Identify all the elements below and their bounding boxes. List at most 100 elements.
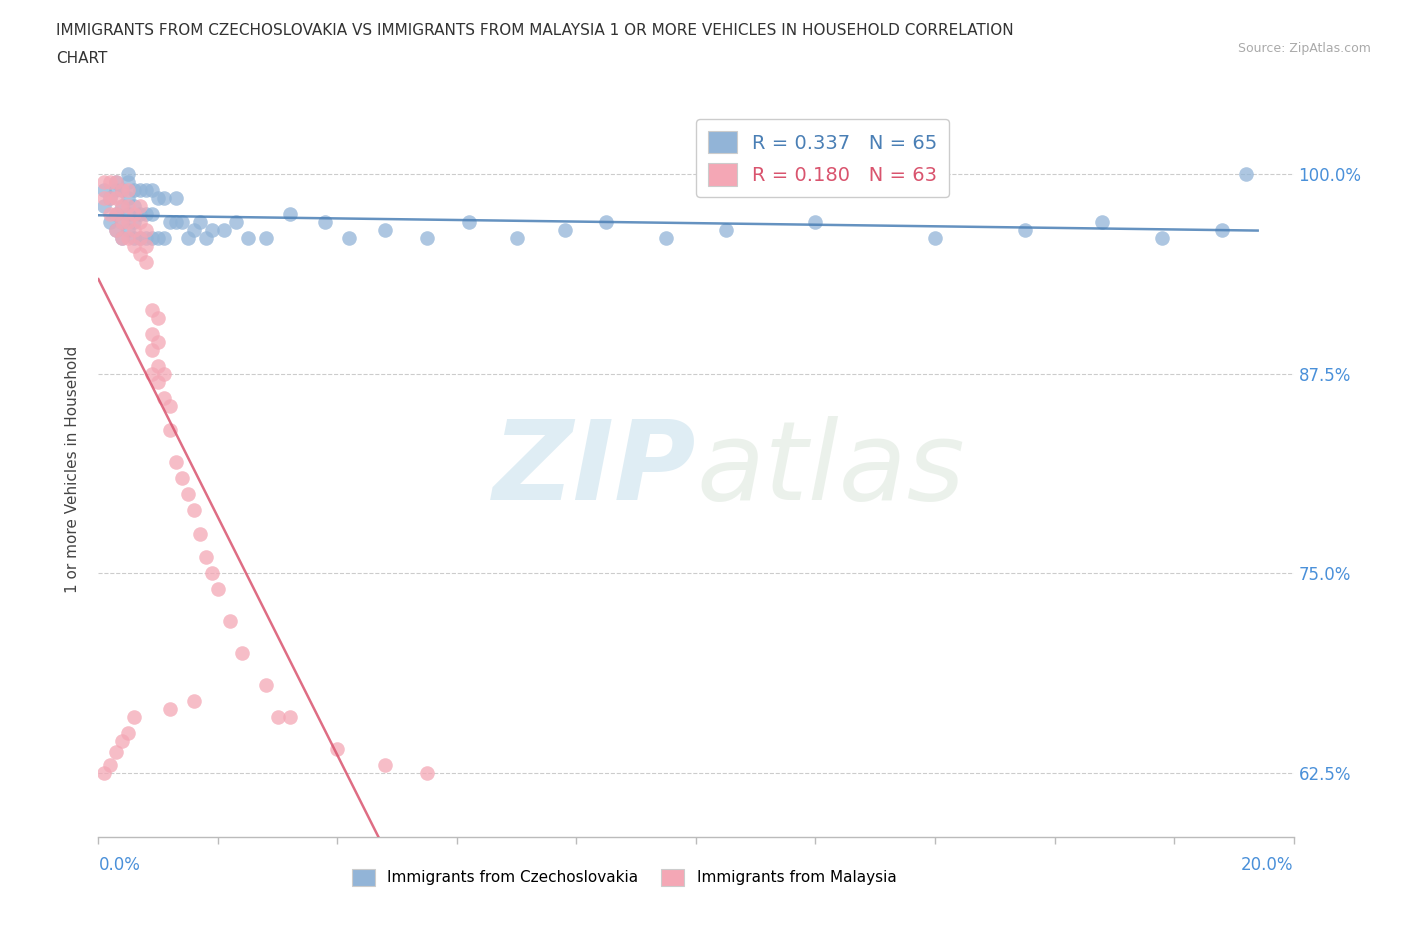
- Point: [159, 422, 181, 437]
- Point: [172, 471, 194, 485]
- Point: [105, 222, 128, 237]
- Text: ZIP: ZIP: [492, 416, 696, 524]
- Point: [201, 222, 224, 237]
- Point: [129, 206, 152, 221]
- Point: [212, 222, 235, 237]
- Point: [93, 199, 115, 214]
- Point: [207, 582, 229, 597]
- Point: [183, 502, 205, 517]
- Point: [339, 231, 361, 246]
- Point: [98, 175, 122, 190]
- Point: [374, 222, 396, 237]
- Point: [165, 215, 187, 230]
- Point: [141, 342, 163, 357]
- Point: [278, 710, 301, 724]
- Point: [172, 215, 194, 230]
- Point: [117, 725, 139, 740]
- Point: [111, 182, 134, 197]
- Point: [98, 191, 122, 206]
- Point: [141, 326, 163, 341]
- Point: [236, 231, 259, 246]
- Point: [141, 366, 163, 381]
- Point: [225, 215, 247, 230]
- Text: IMMIGRANTS FROM CZECHOSLOVAKIA VS IMMIGRANTS FROM MALAYSIA 1 OR MORE VEHICLES IN: IMMIGRANTS FROM CZECHOSLOVAKIA VS IMMIGR…: [56, 23, 1014, 38]
- Point: [148, 231, 170, 246]
- Point: [135, 239, 157, 254]
- Point: [117, 199, 139, 214]
- Point: [129, 246, 152, 261]
- Point: [105, 175, 128, 190]
- Point: [177, 486, 200, 501]
- Point: [458, 215, 481, 230]
- Point: [105, 191, 128, 206]
- Point: [124, 199, 146, 214]
- Point: [124, 182, 146, 197]
- Point: [129, 182, 152, 197]
- Point: [924, 231, 946, 246]
- Point: [135, 222, 157, 237]
- Text: atlas: atlas: [696, 416, 965, 524]
- Point: [129, 231, 152, 246]
- Point: [124, 206, 146, 221]
- Point: [135, 206, 157, 221]
- Text: 20.0%: 20.0%: [1241, 857, 1294, 874]
- Point: [129, 231, 152, 246]
- Point: [195, 550, 218, 565]
- Point: [124, 231, 146, 246]
- Point: [148, 335, 170, 350]
- Point: [98, 215, 122, 230]
- Point: [93, 175, 115, 190]
- Point: [159, 215, 181, 230]
- Point: [201, 566, 224, 581]
- Point: [98, 206, 122, 221]
- Point: [148, 191, 170, 206]
- Point: [188, 215, 211, 230]
- Point: [1211, 222, 1233, 237]
- Y-axis label: 1 or more Vehicles in Household: 1 or more Vehicles in Household: [65, 346, 80, 593]
- Point: [141, 302, 163, 317]
- Point: [135, 182, 157, 197]
- Point: [141, 206, 163, 221]
- Point: [153, 231, 176, 246]
- Point: [124, 239, 146, 254]
- Point: [93, 765, 115, 780]
- Point: [135, 231, 157, 246]
- Point: [1014, 222, 1036, 237]
- Point: [93, 182, 115, 197]
- Point: [105, 206, 128, 221]
- Point: [278, 206, 301, 221]
- Point: [117, 231, 139, 246]
- Text: Source: ZipAtlas.com: Source: ZipAtlas.com: [1237, 42, 1371, 55]
- Point: [148, 311, 170, 325]
- Point: [124, 222, 146, 237]
- Point: [105, 745, 128, 760]
- Point: [315, 215, 337, 230]
- Point: [111, 734, 134, 749]
- Point: [105, 175, 128, 190]
- Point: [714, 222, 737, 237]
- Point: [98, 758, 122, 773]
- Point: [153, 191, 176, 206]
- Point: [124, 215, 146, 230]
- Point: [111, 199, 134, 214]
- Point: [111, 231, 134, 246]
- Point: [416, 231, 439, 246]
- Point: [135, 255, 157, 270]
- Point: [506, 231, 529, 246]
- Point: [117, 191, 139, 206]
- Point: [804, 215, 827, 230]
- Point: [117, 175, 139, 190]
- Point: [117, 182, 139, 197]
- Point: [1234, 166, 1257, 181]
- Text: CHART: CHART: [56, 51, 108, 66]
- Point: [148, 375, 170, 390]
- Point: [93, 191, 115, 206]
- Point: [153, 391, 176, 405]
- Point: [554, 222, 576, 237]
- Legend: Immigrants from Czechoslovakia, Immigrants from Malaysia: Immigrants from Czechoslovakia, Immigran…: [346, 863, 903, 892]
- Point: [105, 222, 128, 237]
- Point: [374, 758, 396, 773]
- Point: [141, 231, 163, 246]
- Point: [254, 231, 277, 246]
- Point: [141, 182, 163, 197]
